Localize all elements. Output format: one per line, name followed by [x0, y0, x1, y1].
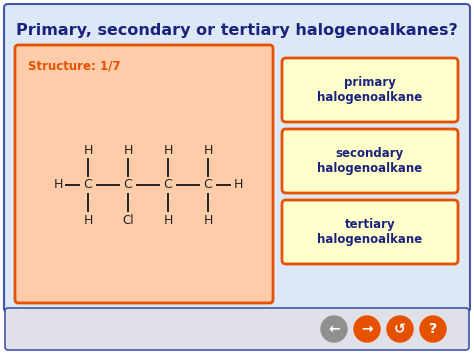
Text: →: → — [361, 322, 373, 336]
Circle shape — [387, 316, 413, 342]
Text: C: C — [204, 179, 212, 191]
Text: H: H — [83, 214, 93, 228]
Text: tertiary
halogenoalkane: tertiary halogenoalkane — [318, 218, 423, 246]
Text: C: C — [164, 179, 173, 191]
FancyBboxPatch shape — [5, 308, 469, 350]
Text: H: H — [123, 144, 133, 158]
Text: H: H — [233, 179, 243, 191]
Text: H: H — [53, 179, 63, 191]
Text: primary
halogenoalkane: primary halogenoalkane — [318, 76, 423, 104]
FancyBboxPatch shape — [282, 58, 458, 122]
FancyBboxPatch shape — [282, 129, 458, 193]
FancyBboxPatch shape — [4, 4, 470, 312]
Text: ↺: ↺ — [394, 322, 406, 336]
Text: H: H — [203, 144, 213, 158]
Text: Structure: 1/7: Structure: 1/7 — [28, 60, 120, 72]
Circle shape — [354, 316, 380, 342]
Text: C: C — [83, 179, 92, 191]
Text: H: H — [83, 144, 93, 158]
Text: H: H — [164, 144, 173, 158]
Text: H: H — [164, 214, 173, 228]
Circle shape — [321, 316, 347, 342]
Text: secondary
halogenoalkane: secondary halogenoalkane — [318, 147, 423, 175]
Text: Primary, secondary or tertiary halogenoalkanes?: Primary, secondary or tertiary halogenoa… — [16, 22, 458, 38]
FancyBboxPatch shape — [282, 200, 458, 264]
Text: H: H — [203, 214, 213, 228]
FancyBboxPatch shape — [15, 45, 273, 303]
Text: C: C — [124, 179, 132, 191]
Circle shape — [420, 316, 446, 342]
Text: Cl: Cl — [122, 214, 134, 228]
Text: ?: ? — [429, 322, 437, 336]
Text: ←: ← — [328, 322, 340, 336]
